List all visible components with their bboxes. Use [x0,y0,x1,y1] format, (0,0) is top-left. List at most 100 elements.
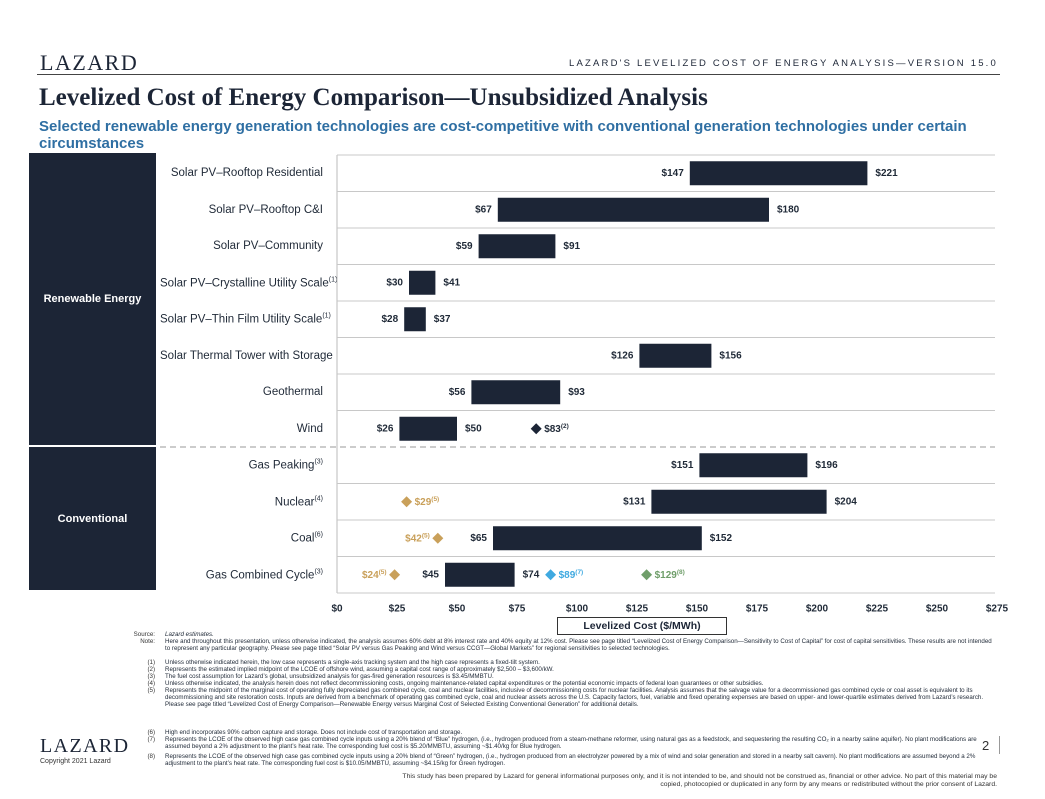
row-label: Solar Thermal Tower with Storage [160,350,333,362]
marker-diamond [641,569,653,581]
row-label-text: Solar Thermal Tower with Storage [160,349,333,362]
bar-low-label: $151 [671,460,694,471]
bar-high-label: $204 [835,496,858,507]
marker-label: $29(5) [415,495,440,507]
bar-low-label: $56 [449,387,466,398]
row-label-text: Solar PV–Rooftop Residential [170,167,323,180]
category-renewable-energy: Renewable Energy [29,153,156,445]
x-tick-label: $200 [806,604,829,615]
page-number-divider [999,736,1000,754]
footnote-key: (1) [147,659,155,666]
range-bar [399,416,457,441]
bar-high-label: $152 [710,533,733,544]
bar-low-label: $67 [475,204,492,215]
footnote-key: (7) [147,736,155,743]
footnote-text: Unless otherwise indicated herein, the l… [165,659,540,666]
x-tick-label: $275 [986,604,1009,615]
bar-low-label: $45 [422,569,439,580]
row-label-note: (6) [314,531,323,539]
bar-high-label: $196 [815,460,838,471]
source-key: Source: [133,631,155,638]
footnote-text: Represents the LCOE of the observed high… [165,736,977,751]
marker-diamond [401,496,413,508]
x-tick-label: $100 [566,604,589,615]
row-label-text: Gas Peaking [248,459,315,472]
x-tick-label: $50 [449,604,466,615]
marker-label: $42(5) [405,532,430,544]
bar-high-label: $41 [443,277,460,288]
bar-high-label: $91 [563,241,580,252]
marker-value: $83 [544,423,561,434]
x-tick-label: $125 [626,604,649,615]
row-label: Solar PV–Thin Film Utility Scale(1) [160,313,331,326]
row-label-text: Coal [290,532,315,545]
marker-label: $89(7) [559,568,584,580]
lcoe-range-chart: $0 $25 $50 $75 $100 $125 $150 $175 $200 $225 $250 $… [160,154,1009,615]
bar-high-label: $180 [777,204,800,215]
footnote-key: (6) [147,729,155,736]
range-bar [497,197,769,222]
bar-high-label: $93 [568,387,585,398]
row-label-note: (1) [322,312,331,320]
range-bar [404,307,426,332]
x-tick-label: $75 [509,604,526,615]
row-label-note: (3) [314,568,323,576]
footnote-key: (2) [147,666,155,673]
page-subtitle: Selected renewable energy generation tec… [39,118,967,152]
x-axis-label: Levelized Cost ($/MWh) [557,617,727,635]
marker-note: (5) [379,568,387,575]
row-label: Wind [160,423,323,435]
range-bar [409,270,436,295]
row-label-text: Solar PV–Community [213,240,323,253]
footnote-text: Represents the estimated implied midpoin… [165,666,554,673]
bar-low-label: $126 [611,350,634,361]
range-bar [689,161,868,186]
footnote-text: Represents the midpoint of the marginal … [165,687,984,709]
row-label-text: Solar PV–Thin Film Utility Scale [160,313,323,326]
row-label-text: Gas Combined Cycle [205,569,315,582]
x-tick-label: $0 [331,604,343,615]
x-tick-label: $25 [389,604,406,615]
footer-lazard-logo: LAZARD [40,735,130,757]
marker-label: $24(5) [362,568,387,580]
bar-low-label: $59 [456,241,473,252]
row-label-text: Nuclear [274,496,315,509]
x-tick-label: $150 [686,604,709,615]
footnote-text: Unless otherwise indicated, the analysis… [165,680,764,687]
row-label: Geothermal [160,386,323,398]
row-label: Gas Peaking(3) [160,459,323,472]
footnote-key: (5) [147,687,155,694]
marker-note: (5) [422,532,430,539]
marker-value: $29 [415,496,432,507]
row-label: Solar PV–Crystalline Utility Scale(1) [160,276,337,289]
row-label: Coal(6) [160,532,323,545]
bar-low-label: $30 [386,277,403,288]
row-label: Solar PV–Rooftop Residential [160,167,323,179]
row-label: Nuclear(4) [160,495,323,508]
marker-label: $129(8) [655,568,685,580]
range-bar [493,526,702,551]
analysis-version-title: LAZARD'S LEVELIZED COST OF ENERGY ANALYS… [568,58,998,69]
row-label-text: Wind [296,422,323,435]
bar-high-label: $50 [465,423,482,434]
marker-value: $42 [405,533,422,544]
marker-note: (2) [561,422,569,429]
marker-diamond [389,569,401,581]
bar-low-label: $131 [623,496,646,507]
bar-high-label: $221 [875,168,898,179]
marker-diamond [545,569,557,581]
category-renewable-label: Renewable Energy [43,293,142,305]
marker-note: (7) [575,568,583,575]
disclaimer: This study has been prepared by Lazard f… [402,773,997,788]
x-tick-label: $250 [926,604,949,615]
range-bar [471,380,561,405]
footnote-key: (4) [147,680,155,687]
row-label: Gas Combined Cycle(3) [160,568,323,581]
footnote-text: High end incorporates 90% carbon capture… [165,729,463,736]
bar-high-label: $74 [523,569,540,580]
bar-high-label: $37 [434,314,451,325]
bar-low-label: $65 [470,533,487,544]
x-tick-label: $225 [866,604,889,615]
row-label-text: Geothermal [262,386,323,399]
row-label-text: Solar PV–Crystalline Utility Scale [160,277,329,290]
